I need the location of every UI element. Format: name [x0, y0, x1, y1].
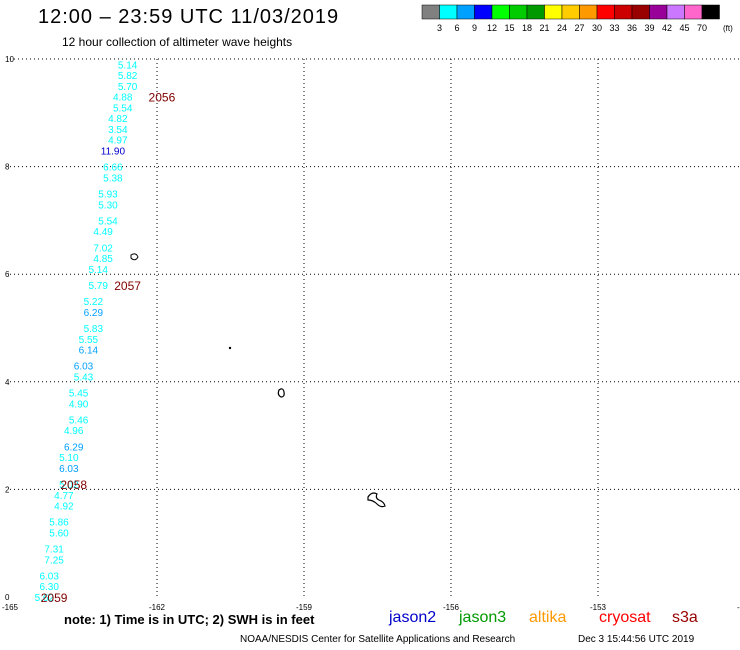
swh-data-label: 6.03	[59, 464, 79, 475]
swh-data-label: 4.92	[54, 502, 74, 513]
chart-subtitle: 12 hour collection of altimeter wave hei…	[62, 35, 293, 49]
color-scale-label: 33	[609, 23, 619, 33]
swh-data-label: 5.62	[35, 593, 55, 604]
swh-data-label: 4.82	[108, 114, 128, 125]
legend-cryosat: cryosat	[599, 609, 651, 626]
swh-data-label: 5.86	[49, 518, 69, 529]
swh-data-label: 3.54	[108, 125, 128, 136]
credit-footer: NOAA/NESDIS Center for Satellite Applica…	[240, 634, 516, 645]
swh-data-label: 5.46	[69, 415, 89, 426]
swh-data-label: 5.93	[98, 190, 118, 201]
legend-jason2: jason2	[389, 609, 437, 626]
swh-data-label: 5.43	[74, 372, 94, 383]
swh-data-label: 6.29	[64, 442, 84, 453]
color-scale-legend: 3 6 9 12 15 18 21 24 27 30 33 36 39 42 45 70 (ft)	[421, 4, 733, 33]
swh-data-label: 5.14	[118, 60, 138, 71]
color-scale-label: 18	[522, 23, 532, 33]
swh-data-label: 5.30	[98, 200, 118, 211]
y-tick-label: 6	[5, 270, 10, 279]
y-tick-label: 4	[5, 378, 10, 387]
swh-data-label: 7.25	[44, 555, 64, 566]
legend-s3a: s3a	[672, 609, 698, 626]
swh-data-label: 4.77	[54, 491, 74, 502]
swh-data-label: 7.31	[44, 545, 64, 556]
swh-data-label: 5.70	[118, 82, 138, 93]
swh-data-label: 5.10	[59, 453, 79, 464]
color-scale-label: 12	[487, 23, 497, 33]
x-tick-label: -150	[737, 603, 740, 612]
island-outline	[228, 346, 232, 350]
wave-height-plot: -165-162-159-156-153-15002468105.145.825…	[2, 55, 740, 612]
swh-data-label: 5.83	[84, 324, 104, 335]
swh-data-label: 6.03	[74, 362, 94, 373]
swh-data-label: 4.97	[108, 136, 128, 147]
swh-data-label: 6.14	[79, 346, 99, 357]
x-tick-label: -159	[296, 603, 313, 612]
color-scale-unit: (ft)	[723, 24, 733, 33]
color-scale-label: 9	[472, 23, 477, 33]
swh-data-label: 6.66	[103, 163, 123, 174]
swh-data-label: 5.22	[84, 297, 104, 308]
x-tick-label: -162	[149, 603, 166, 612]
swh-data-label: 4.85	[93, 254, 113, 265]
y-tick-label: 8	[5, 163, 10, 172]
swh-data-label: 11.90	[101, 146, 126, 157]
color-scale-label: 27	[574, 23, 584, 33]
swh-data-label: 5.60	[49, 528, 69, 539]
color-scale-label: 6	[454, 23, 459, 33]
swh-data-label: 5.79	[88, 281, 108, 292]
swh-data-label: 5.54	[98, 216, 118, 227]
color-scale-label: 36	[627, 23, 637, 33]
swh-data-label: 7.02	[93, 243, 113, 254]
swh-data-label: 5.14	[88, 265, 108, 276]
units-note: note: 1) Time is in UTC; 2) SWH is in fe…	[64, 612, 315, 627]
color-scale-label: 42	[662, 23, 672, 33]
color-scale-label: 45	[679, 23, 689, 33]
time-stamp-label: 2058	[60, 478, 87, 492]
time-stamp-label: 2056	[149, 91, 176, 105]
chart-title: 12:00 – 23:59 UTC 11/03/2019	[38, 6, 340, 28]
swh-data-label: 4.96	[64, 426, 84, 437]
color-scale-label: 39	[644, 23, 654, 33]
x-tick-label: -153	[590, 603, 607, 612]
y-tick-label: 2	[5, 485, 10, 494]
swh-data-label: 5.02	[59, 480, 79, 491]
swh-data-label: 5.55	[79, 335, 99, 346]
color-swatch	[701, 4, 720, 20]
y-tick-label: 10	[5, 55, 14, 64]
x-tick-label: -156	[443, 603, 460, 612]
island-outline	[277, 388, 285, 398]
swh-data-label: 4.88	[113, 93, 133, 104]
color-scale-label: 15	[504, 23, 514, 33]
swh-data-label: 4.90	[69, 399, 89, 410]
swh-data-label: 6.30	[39, 582, 59, 593]
time-stamp-label: 2059	[41, 591, 68, 605]
swh-data-label: 6.29	[84, 308, 104, 319]
island-outline	[130, 253, 139, 261]
swh-data-label: 4.49	[93, 227, 113, 238]
swh-data-label: 5.45	[69, 389, 89, 400]
legend-altika: altika	[529, 609, 567, 626]
color-scale-label: 3	[437, 23, 442, 33]
swh-data-label: 5.54	[113, 103, 133, 114]
color-scale-label: 70	[697, 23, 707, 33]
legend-jason3: jason3	[459, 609, 507, 626]
color-scale-label: 24	[557, 23, 567, 33]
swh-data-label: 6.03	[39, 571, 59, 582]
time-stamp-label: 2057	[114, 279, 141, 293]
x-tick-label: -165	[2, 603, 19, 612]
color-scale-label: 30	[592, 23, 602, 33]
y-tick-label: 0	[5, 593, 10, 602]
color-scale-label: 21	[539, 23, 549, 33]
swh-data-label: 5.38	[103, 173, 123, 184]
generated-date: Dec 3 15:44:56 UTC 2019	[578, 634, 695, 645]
island-outline	[367, 492, 386, 508]
swh-data-label: 5.82	[118, 71, 138, 82]
